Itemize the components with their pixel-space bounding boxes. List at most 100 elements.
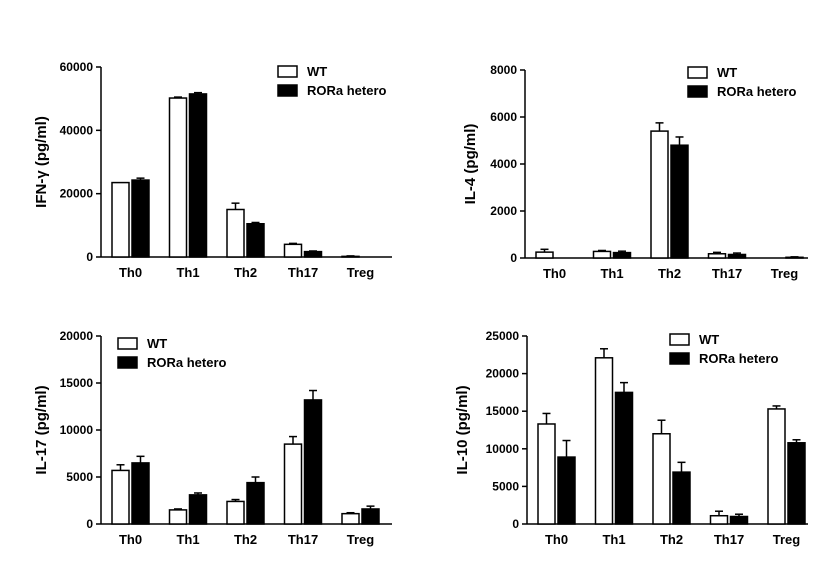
bar-rora-hetero-th17 bbox=[727, 253, 747, 259]
x-category-label: Th2 bbox=[658, 266, 681, 281]
bar-wt-th2 bbox=[650, 130, 669, 259]
bar-wt-treg bbox=[767, 408, 786, 525]
y-tick-label: 20000 bbox=[486, 367, 520, 381]
bar-rora-hetero-th0 bbox=[131, 179, 150, 258]
legend-label: RORa hetero bbox=[699, 351, 779, 366]
legend-swatch bbox=[277, 84, 298, 97]
legend-swatch bbox=[669, 333, 690, 346]
x-category-label: Th0 bbox=[545, 532, 568, 547]
legend-label: WT bbox=[307, 64, 327, 79]
bar-rora-hetero-th17 bbox=[303, 250, 323, 258]
bar-rora-hetero-th17 bbox=[729, 515, 749, 525]
y-tick-label: 20000 bbox=[60, 187, 94, 201]
y-tick-label: 60000 bbox=[60, 60, 94, 74]
legend-label: RORa hetero bbox=[717, 84, 797, 99]
bar-rora-hetero-treg bbox=[787, 442, 806, 525]
bar-wt-th0 bbox=[111, 469, 130, 525]
bar-rora-hetero-th2 bbox=[246, 481, 265, 525]
y-tick-label: 25000 bbox=[486, 329, 520, 343]
legend-swatch bbox=[687, 85, 708, 98]
y-tick-label: 10000 bbox=[486, 442, 520, 456]
x-category-label: Th0 bbox=[119, 532, 142, 547]
y-tick-label: 15000 bbox=[486, 404, 520, 418]
bar-wt-th0 bbox=[535, 251, 554, 259]
chart-il-17: 0 5000 10000 15000 20000 IL-17 (pg/ml) Th0 Th1 T… bbox=[33, 329, 392, 547]
bar-rora-hetero-th2 bbox=[670, 144, 689, 259]
y-tick-label: 6000 bbox=[490, 110, 517, 124]
bar-wt-treg bbox=[341, 255, 360, 258]
chart-il-10: 0 5000 10000 15000 20000 25000 IL-10 (pg/ml) Th… bbox=[454, 329, 808, 547]
bar-wt-th2 bbox=[226, 208, 245, 258]
y-axis-title: IL-17 (pg/ml) bbox=[33, 385, 50, 474]
legend-swatch bbox=[277, 65, 298, 78]
x-category-label: Th1 bbox=[600, 266, 623, 281]
bar-wt-th1 bbox=[594, 357, 614, 525]
y-tick-label: 15000 bbox=[60, 376, 94, 390]
y-tick-label: 0 bbox=[86, 517, 93, 531]
x-category-label: Treg bbox=[773, 532, 801, 547]
x-category-label: Th1 bbox=[602, 532, 625, 547]
chart-ifn-gamma: 0 20000 40000 60000 IFN-γ (pg/ml) Th0 Th1 Th2 Th… bbox=[33, 60, 392, 280]
bar-wt-th0 bbox=[111, 181, 130, 258]
legend-swatch bbox=[117, 337, 138, 350]
bar-rora-hetero-treg bbox=[361, 508, 380, 525]
legend-swatch bbox=[687, 66, 708, 79]
x-category-label: Th17 bbox=[712, 266, 742, 281]
x-category-label: Th17 bbox=[714, 532, 744, 547]
y-tick-label: 5000 bbox=[66, 470, 93, 484]
bar-wt-th1 bbox=[168, 97, 188, 258]
bar-rora-hetero-th2 bbox=[246, 223, 265, 258]
bar-wt-th2 bbox=[652, 433, 671, 525]
x-category-label: Th0 bbox=[119, 265, 142, 280]
bar-rora-hetero-th1 bbox=[188, 93, 208, 258]
x-category-label: Th17 bbox=[288, 265, 318, 280]
x-category-label: Th1 bbox=[176, 265, 199, 280]
y-axis-title: IL-4 (pg/ml) bbox=[462, 124, 479, 205]
x-category-label: Treg bbox=[347, 265, 375, 280]
bar-wt-th17 bbox=[707, 253, 727, 259]
y-tick-label: 8000 bbox=[490, 63, 517, 77]
legend-label: WT bbox=[699, 332, 719, 347]
x-category-label: Th2 bbox=[660, 532, 683, 547]
chart-il-4: 0 2000 4000 6000 8000 IL-4 (pg/ml) Th0 Th1 Th2 Th… bbox=[462, 63, 808, 281]
legend-label: WT bbox=[717, 65, 737, 80]
bar-rora-hetero-th2 bbox=[672, 471, 691, 525]
bar-wt-th1 bbox=[592, 250, 612, 259]
bar-wt-treg bbox=[341, 512, 360, 525]
legend-label: WT bbox=[147, 336, 167, 351]
legend-swatch bbox=[669, 352, 690, 365]
y-tick-label: 0 bbox=[512, 517, 519, 531]
bar-rora-hetero-th17 bbox=[303, 399, 323, 525]
y-axis-title: IL-10 (pg/ml) bbox=[454, 385, 471, 474]
x-category-label: Treg bbox=[771, 266, 799, 281]
bar-wt-th2 bbox=[226, 500, 245, 525]
y-tick-label: 20000 bbox=[60, 329, 94, 343]
y-axis-title: IFN-γ (pg/ml) bbox=[33, 116, 50, 208]
bar-rora-hetero-treg bbox=[785, 256, 804, 259]
x-category-label: Th17 bbox=[288, 532, 318, 547]
x-category-label: Th2 bbox=[234, 532, 257, 547]
bar-rora-hetero-th1 bbox=[614, 391, 634, 525]
y-tick-label: 4000 bbox=[490, 157, 517, 171]
x-category-label: Th2 bbox=[234, 265, 257, 280]
legend-swatch bbox=[117, 356, 138, 369]
bar-rora-hetero-th1 bbox=[612, 251, 632, 259]
bar-rora-hetero-th1 bbox=[188, 494, 208, 525]
y-tick-label: 0 bbox=[86, 250, 93, 264]
x-category-label: Treg bbox=[347, 532, 375, 547]
bar-wt-th0 bbox=[537, 423, 556, 525]
bar-wt-th17 bbox=[709, 514, 729, 525]
bar-rora-hetero-th0 bbox=[557, 456, 576, 525]
x-category-label: Th1 bbox=[176, 532, 199, 547]
bar-wt-th17 bbox=[283, 443, 303, 525]
bar-rora-hetero-th0 bbox=[131, 462, 150, 525]
y-tick-label: 10000 bbox=[60, 423, 94, 437]
legend-label: RORa hetero bbox=[147, 355, 227, 370]
bar-wt-th17 bbox=[283, 243, 303, 258]
legend-label: RORa hetero bbox=[307, 83, 387, 98]
bar-wt-th1 bbox=[168, 509, 188, 525]
y-tick-label: 0 bbox=[510, 251, 517, 265]
y-tick-label: 40000 bbox=[60, 123, 94, 137]
y-tick-label: 5000 bbox=[492, 479, 519, 493]
